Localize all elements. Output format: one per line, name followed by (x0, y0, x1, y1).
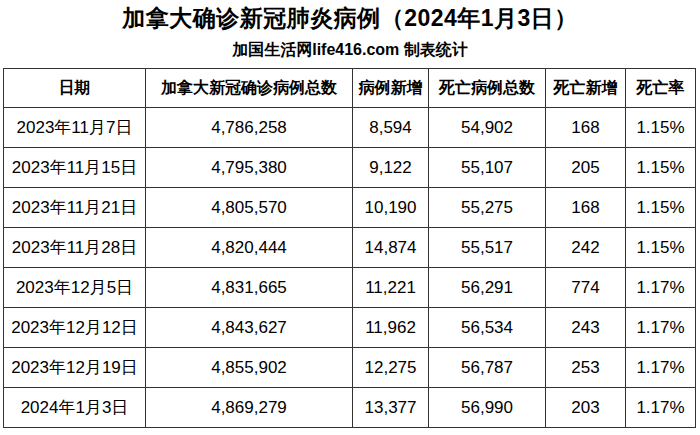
table-row: 2023年11月28日 4,820,444 14,874 55,517 242 … (4, 228, 696, 268)
cell-death-rate: 1.15% (626, 188, 696, 228)
cell-total-cases: 4,805,570 (146, 188, 353, 228)
cell-total-deaths: 56,534 (429, 308, 546, 348)
column-header-total-deaths: 死亡病例总数 (429, 69, 546, 108)
cell-new-deaths: 168 (546, 108, 626, 148)
column-header-date: 日期 (4, 69, 146, 108)
page-title: 加拿大确诊新冠肺炎病例（2024年1月3日） (0, 5, 700, 32)
cell-date: 2024年1月3日 (4, 388, 146, 428)
cell-new-cases: 8,594 (353, 108, 429, 148)
cell-new-deaths: 253 (546, 348, 626, 388)
table-row: 2023年11月21日 4,805,570 10,190 55,275 168 … (4, 188, 696, 228)
table-row: 2024年1月3日 4,869,279 13,377 56,990 203 1.… (4, 388, 696, 428)
cell-death-rate: 1.17% (626, 388, 696, 428)
cell-new-cases: 9,122 (353, 148, 429, 188)
cell-new-deaths: 168 (546, 188, 626, 228)
page: 加拿大确诊新冠肺炎病例（2024年1月3日） 加国生活网life416.com … (0, 0, 700, 435)
cell-total-cases: 4,855,902 (146, 348, 353, 388)
table-row: 2023年11月15日 4,795,380 9,122 55,107 205 1… (4, 148, 696, 188)
table-row: 2023年12月5日 4,831,665 11,221 56,291 774 1… (4, 268, 696, 308)
covid-stats-table: 日期 加拿大新冠确诊病例总数 病例新增 死亡病例总数 死亡新增 死亡率 2023… (3, 68, 696, 428)
cell-new-deaths: 205 (546, 148, 626, 188)
cell-date: 2023年12月12日 (4, 308, 146, 348)
cell-date: 2023年11月21日 (4, 188, 146, 228)
cell-total-deaths: 56,990 (429, 388, 546, 428)
cell-death-rate: 1.15% (626, 148, 696, 188)
cell-death-rate: 1.15% (626, 228, 696, 268)
column-header-new-deaths: 死亡新增 (546, 69, 626, 108)
cell-new-deaths: 774 (546, 268, 626, 308)
table-row: 2023年12月19日 4,855,902 12,275 56,787 253 … (4, 348, 696, 388)
table-header-row: 日期 加拿大新冠确诊病例总数 病例新增 死亡病例总数 死亡新增 死亡率 (4, 69, 696, 108)
cell-total-cases: 4,786,258 (146, 108, 353, 148)
cell-total-deaths: 55,275 (429, 188, 546, 228)
cell-death-rate: 1.15% (626, 108, 696, 148)
cell-new-deaths: 242 (546, 228, 626, 268)
cell-total-cases: 4,869,279 (146, 388, 353, 428)
cell-total-deaths: 56,787 (429, 348, 546, 388)
cell-date: 2023年11月7日 (4, 108, 146, 148)
subtitle: 加国生活网life416.com 制表统计 (0, 41, 700, 59)
cell-total-cases: 4,795,380 (146, 148, 353, 188)
cell-new-cases: 12,275 (353, 348, 429, 388)
cell-new-cases: 11,962 (353, 308, 429, 348)
cell-new-deaths: 243 (546, 308, 626, 348)
cell-death-rate: 1.17% (626, 308, 696, 348)
table-row: 2023年11月7日 4,786,258 8,594 54,902 168 1.… (4, 108, 696, 148)
cell-new-cases: 13,377 (353, 388, 429, 428)
cell-total-cases: 4,843,627 (146, 308, 353, 348)
cell-death-rate: 1.17% (626, 348, 696, 388)
cell-new-deaths: 203 (546, 388, 626, 428)
cell-death-rate: 1.17% (626, 268, 696, 308)
cell-date: 2023年11月15日 (4, 148, 146, 188)
table-row: 2023年12月12日 4,843,627 11,962 56,534 243 … (4, 308, 696, 348)
cell-total-deaths: 55,517 (429, 228, 546, 268)
cell-new-cases: 10,190 (353, 188, 429, 228)
cell-new-cases: 11,221 (353, 268, 429, 308)
column-header-new-cases: 病例新增 (353, 69, 429, 108)
cell-total-cases: 4,831,665 (146, 268, 353, 308)
cell-date: 2023年12月5日 (4, 268, 146, 308)
cell-total-deaths: 56,291 (429, 268, 546, 308)
cell-new-cases: 14,874 (353, 228, 429, 268)
cell-date: 2023年12月19日 (4, 348, 146, 388)
cell-total-cases: 4,820,444 (146, 228, 353, 268)
column-header-death-rate: 死亡率 (626, 69, 696, 108)
cell-total-deaths: 55,107 (429, 148, 546, 188)
cell-total-deaths: 54,902 (429, 108, 546, 148)
column-header-total-cases: 加拿大新冠确诊病例总数 (146, 69, 353, 108)
cell-date: 2023年11月28日 (4, 228, 146, 268)
